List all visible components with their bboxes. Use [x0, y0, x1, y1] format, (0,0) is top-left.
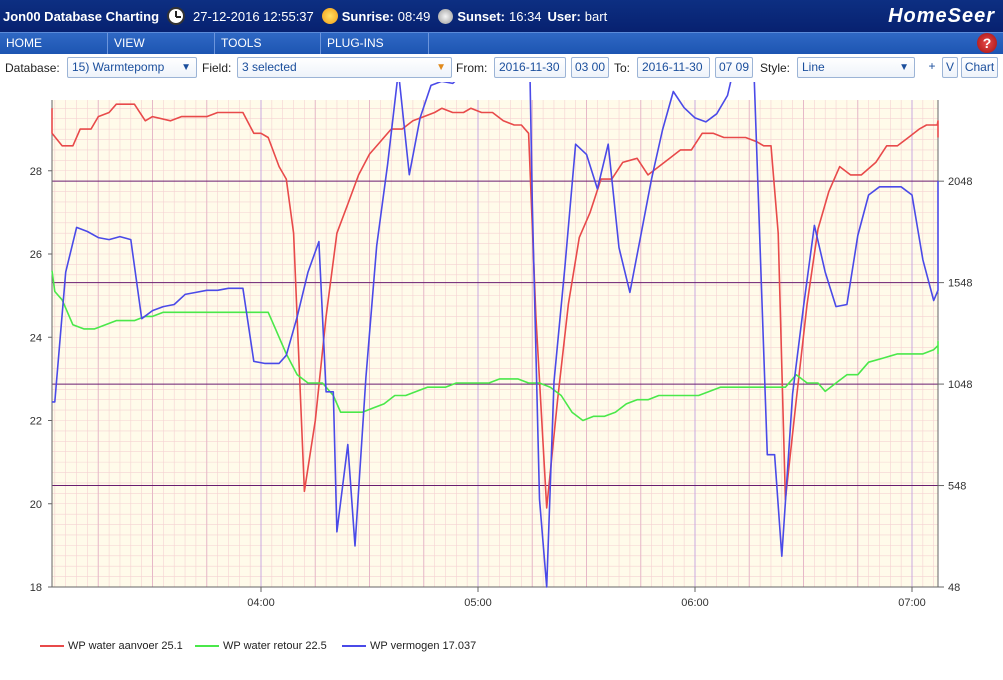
field-label: Field:: [202, 61, 232, 75]
from-time-input[interactable]: 03 00: [571, 57, 609, 78]
series-line-1: [51, 270, 939, 422]
database-value: 15) Warmtepomp: [72, 60, 165, 74]
to-label: To:: [614, 61, 631, 75]
legend-swatch: [342, 645, 366, 647]
from-label: From:: [456, 61, 488, 75]
sunrise-time: 08:49: [397, 8, 431, 24]
menu-tools[interactable]: TOOLS: [215, 33, 321, 54]
legend-label: WP vermogen 17.037: [370, 640, 477, 652]
legend-swatch: [195, 645, 219, 647]
homeseer-logo: HomeSeer: [888, 5, 995, 27]
y-right-tick-label: 1048: [948, 379, 972, 391]
database-label: Database:: [5, 61, 60, 75]
user-name: bart: [584, 8, 608, 24]
database-select[interactable]: 15) Warmtepomp ▼: [67, 57, 197, 78]
y-left-tick-label: 24: [30, 332, 42, 344]
series-line-0: [51, 103, 939, 509]
field-value: 3 selected: [242, 60, 297, 74]
y-left-tick-label: 22: [30, 416, 42, 428]
chevron-down-icon: ▼: [181, 62, 191, 73]
from-date-input[interactable]: 2016-11-30: [494, 57, 566, 78]
menu-view[interactable]: VIEW: [108, 33, 215, 54]
chart-button[interactable]: Chart: [961, 57, 998, 78]
line-chart: 18 20 22 24 26 28 48 548 1048 1548 2048 04:00 05:00 0…: [30, 0, 972, 609]
y-left-tick-label: 26: [30, 249, 42, 261]
chart-controls: Database: 15) Warmtepomp ▼ Field: 3 sele…: [0, 55, 1003, 81]
title-bar: Jon00 Database Charting 27-12-2016 12:55…: [0, 0, 1003, 32]
series-line-2: [52, 0, 939, 588]
sunrise-label: Sunrise:: [341, 8, 394, 24]
menu-home[interactable]: HOME: [0, 33, 108, 54]
field-select[interactable]: 3 selected ▼: [237, 57, 452, 78]
v-button[interactable]: V: [942, 57, 958, 78]
clock-icon: [167, 7, 186, 25]
y-left-tick-label: 18: [30, 582, 42, 594]
x-tick-label: 07:00: [898, 597, 926, 609]
menu-bar: HOME VIEW TOOLS PLUG-INS ?: [0, 32, 1003, 54]
y-right-tick-label: 1548: [948, 278, 972, 290]
y-left-tick-label: 28: [30, 166, 42, 178]
y-right-tick-label: 48: [948, 582, 960, 594]
legend-label: WP water aanvoer 25.1: [68, 640, 183, 652]
y-right-tick-label: 2048: [948, 176, 972, 188]
legend-item-aanvoer: WP water aanvoer 25.1: [40, 640, 183, 652]
style-value: Line: [802, 60, 825, 74]
chevron-down-icon: ▼: [436, 62, 446, 73]
add-button[interactable]: +: [928, 59, 936, 73]
style-select[interactable]: Line ▼: [797, 57, 915, 78]
y-left-tick-label: 20: [30, 499, 42, 511]
legend-item-vermogen: WP vermogen 17.037: [342, 640, 476, 652]
help-icon[interactable]: ?: [977, 33, 997, 53]
legend-label: WP water retour 22.5: [223, 640, 327, 652]
chevron-down-icon: ▼: [899, 62, 909, 73]
sunset-time: 16:34: [509, 8, 542, 24]
sun-icon: [321, 8, 338, 24]
to-date-input[interactable]: 2016-11-30: [637, 57, 710, 78]
menu-plugins[interactable]: PLUG-INS: [321, 33, 429, 54]
legend-item-retour: WP water retour 22.5: [195, 640, 327, 652]
current-datetime: 27-12-2016 12:55:37: [193, 8, 314, 24]
style-label: Style:: [760, 61, 791, 75]
to-time-input[interactable]: 07 09: [715, 57, 753, 78]
user-label: User:: [547, 8, 581, 24]
x-tick-label: 06:00: [681, 597, 709, 609]
app-title: Jon00 Database Charting: [3, 8, 160, 24]
sunset-label: Sunset:: [457, 8, 505, 24]
moon-icon: [438, 8, 454, 24]
legend-swatch: [40, 645, 64, 647]
y-right-tick-label: 548: [948, 481, 966, 493]
x-tick-label: 04:00: [247, 597, 275, 609]
x-tick-label: 05:00: [464, 597, 492, 609]
